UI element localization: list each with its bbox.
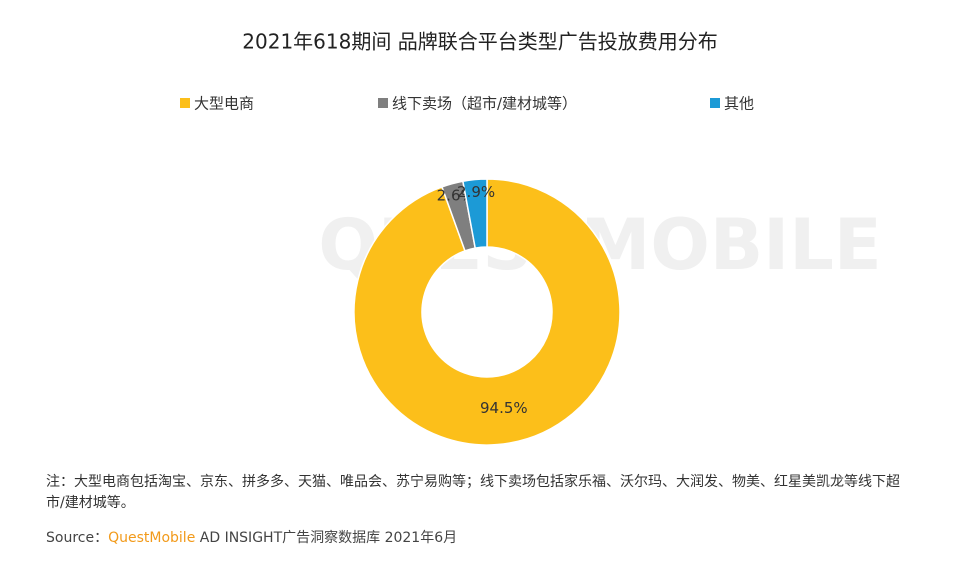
data-label: 94.5% [480, 399, 528, 417]
legend-swatch [710, 98, 720, 108]
legend-label: 其他 [724, 95, 754, 113]
data-label: 2.9% [457, 183, 495, 201]
legend-label: 大型电商 [194, 95, 254, 113]
source-rest: AD INSIGHT广告洞察数据库 2021年6月 [199, 530, 458, 546]
chart-title: 2021年618期间 品牌联合平台类型广告投放费用分布 [242, 30, 717, 54]
source-brand: QuestMobile [108, 530, 196, 546]
legend-label: 线下卖场（超市/建材城等） [392, 95, 577, 113]
source: Source：QuestMobile AD INSIGHT广告洞察数据库 202… [46, 527, 457, 547]
note: 注：大型电商包括淘宝、京东、拼多多、天猫、唯品会、苏宁易购等；线下卖场包括家乐福… [46, 474, 900, 511]
legend-swatch [180, 98, 190, 108]
donut-segment [462, 178, 488, 249]
legend-swatch [378, 98, 388, 108]
source-label: Source： [46, 530, 109, 546]
donut-segment [353, 178, 621, 446]
